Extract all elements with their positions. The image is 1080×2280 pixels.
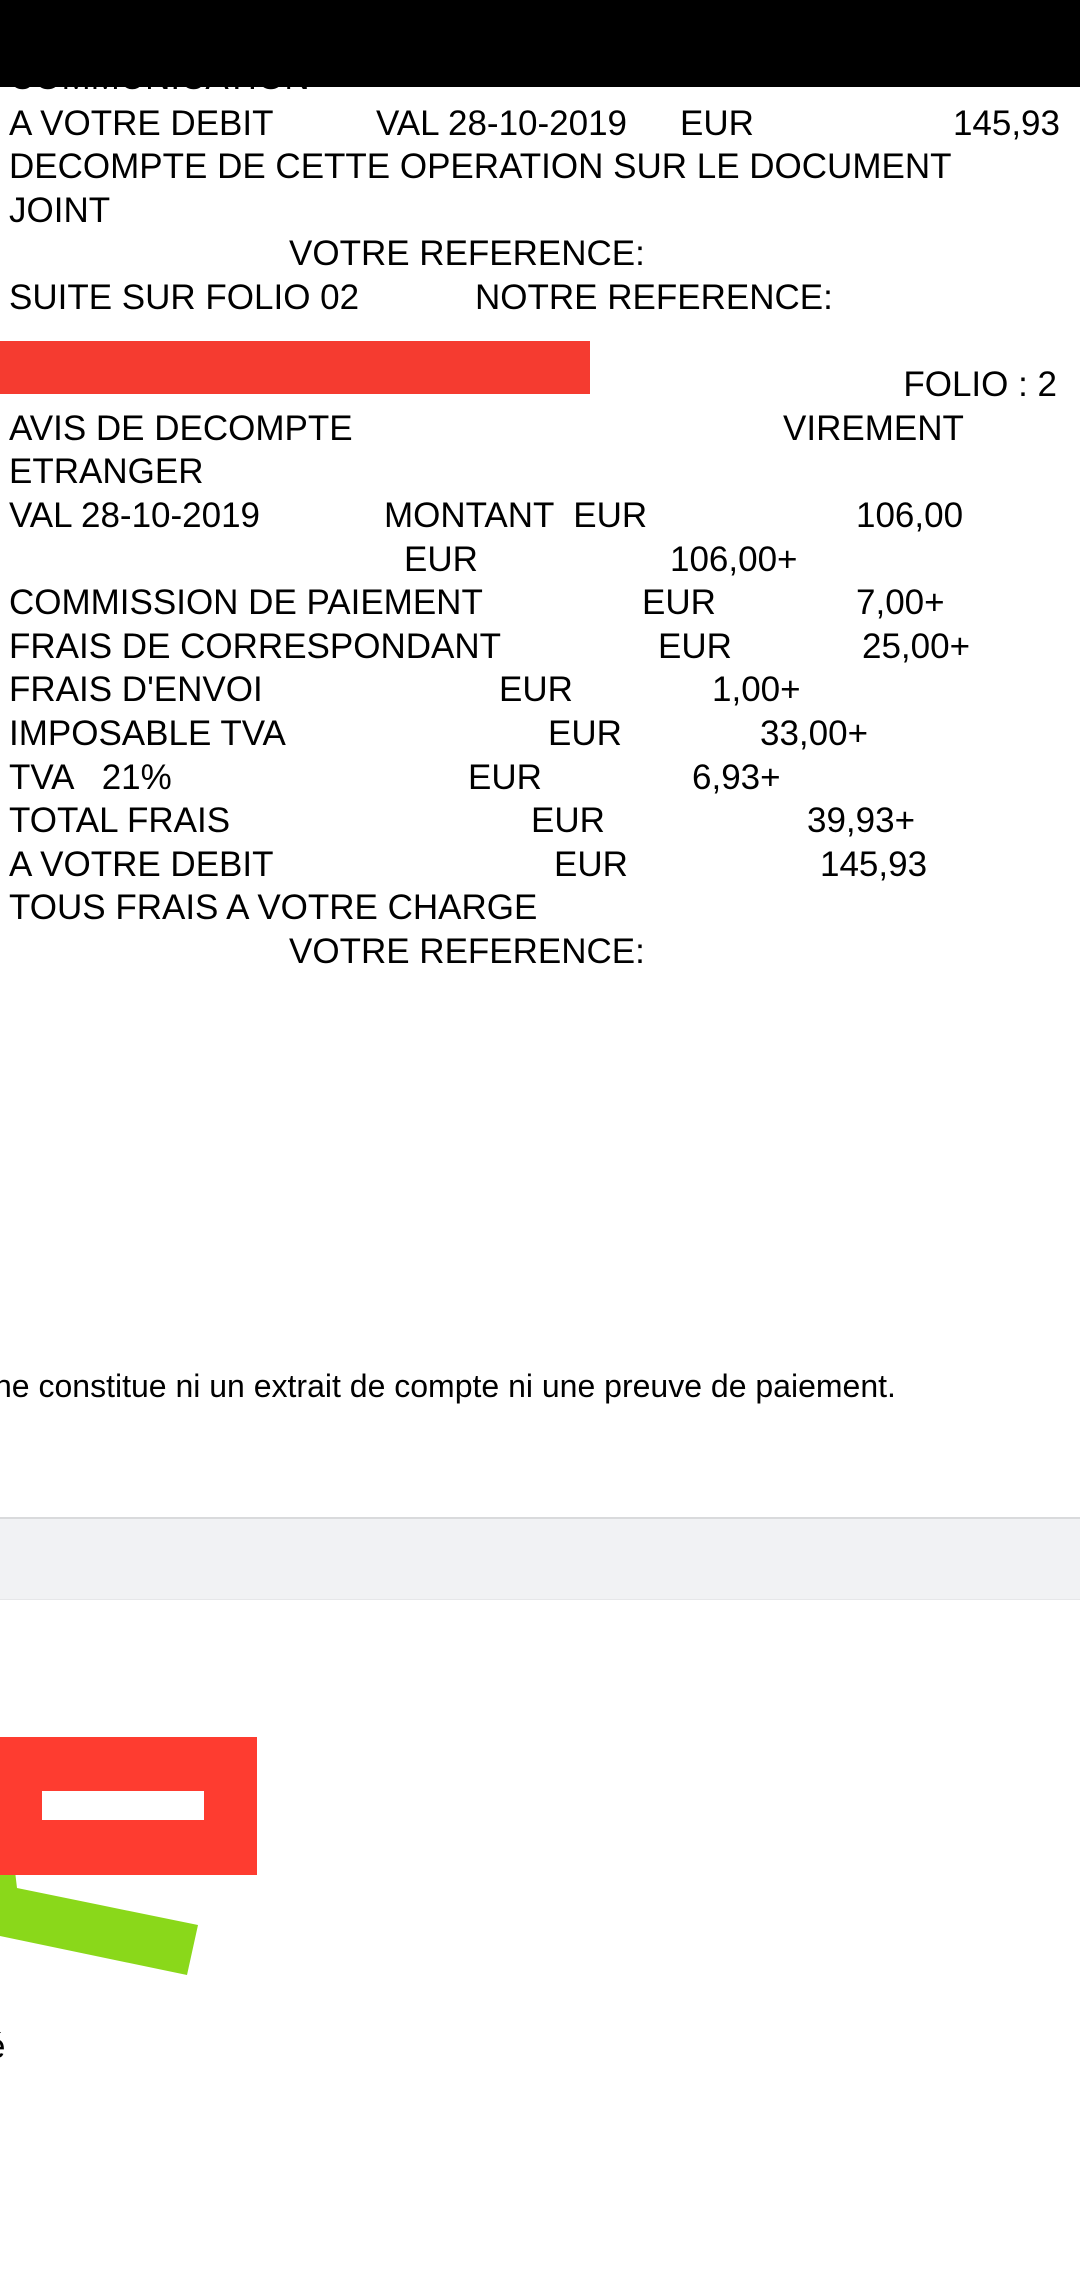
top-black-bar: [0, 0, 1080, 87]
our-reference-label: NOTRE REFERENCE:: [475, 278, 833, 317]
amount-label: MONTANT EUR: [384, 496, 648, 535]
fee-value: 25,00+: [862, 627, 971, 666]
debit-label: A VOTRE DEBIT: [9, 845, 274, 884]
clipped-text-fragment: é: [0, 2027, 5, 2067]
fee-label: FRAIS DE CORRESPONDANT: [9, 627, 501, 666]
value-date: VAL 28-10-2019: [9, 496, 261, 535]
folio-number: FOLIO : 2: [903, 365, 1057, 404]
currency: EUR: [531, 801, 605, 840]
amount-value: 106,00: [856, 496, 964, 535]
fee-value: 1,00+: [712, 670, 801, 709]
currency: EUR: [658, 627, 732, 666]
currency: EUR: [554, 845, 628, 884]
transfer-type: VIREMENT: [783, 409, 964, 448]
currency: EUR: [499, 670, 573, 709]
fee-value: 33,00+: [760, 714, 869, 753]
debit-amount: 145,93: [820, 845, 928, 884]
text-line: JOINT: [9, 191, 111, 230]
fee-value: 6,93+: [692, 758, 781, 797]
your-reference-label: VOTRE REFERENCE:: [289, 932, 645, 971]
folio-continuation: SUITE SUR FOLIO 02: [9, 278, 360, 317]
text-line: DECOMPTE DE CETTE OPERATION SUR LE DOCUM…: [9, 147, 952, 186]
currency: EUR: [468, 758, 542, 797]
total-fees-value: 39,93+: [807, 801, 916, 840]
redaction-block: [0, 1737, 257, 1875]
fee-label: COMMISSION DE PAIEMENT: [9, 583, 483, 622]
debit-amount: 145,93: [952, 104, 1060, 143]
green-highlight-mark: [0, 1871, 198, 1975]
value-date: VAL 28-10-2019: [376, 104, 628, 143]
green-stroke: [0, 1871, 198, 1975]
currency: EUR: [642, 583, 716, 622]
gray-band: [0, 1519, 1080, 1600]
currency: EUR: [548, 714, 622, 753]
divider: [0, 1517, 1080, 1519]
redaction-block: [0, 341, 590, 394]
total-fees-label: TOTAL FRAIS: [9, 801, 231, 840]
redaction-inner-bar: [42, 1791, 204, 1820]
your-reference-label: VOTRE REFERENCE:: [289, 234, 645, 273]
currency: EUR: [404, 540, 478, 579]
fee-label: IMPOSABLE TVA: [9, 714, 286, 753]
fee-label: FRAIS D'ENVOI: [9, 670, 263, 709]
debit-label: A VOTRE DEBIT: [9, 104, 274, 143]
section-title: AVIS DE DECOMPTE: [9, 409, 353, 448]
currency: EUR: [680, 104, 754, 143]
amount-value: 106,00+: [670, 540, 798, 579]
text-line: TOUS FRAIS A VOTRE CHARGE: [9, 888, 538, 927]
disclaimer-text: ne constitue ni un extrait de compte ni …: [0, 1368, 896, 1404]
fee-value: 7,00+: [856, 583, 945, 622]
fee-label: TVA 21%: [9, 758, 172, 797]
text-line: ETRANGER: [9, 452, 204, 491]
